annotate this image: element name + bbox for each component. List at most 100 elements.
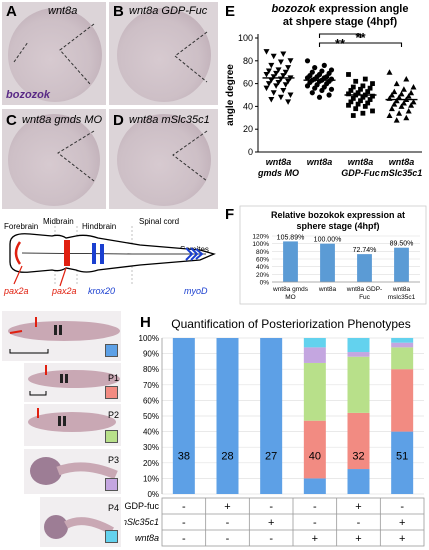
chart-h-condition-value: - xyxy=(313,517,317,529)
chart-f-ytick-label: 100% xyxy=(252,241,269,248)
chart-e-point xyxy=(348,88,354,93)
chart-h-bar-segment xyxy=(391,347,414,370)
chart-e-point xyxy=(277,94,284,101)
chart-e-point xyxy=(360,94,366,100)
chart-e-point xyxy=(275,79,282,86)
chart-f-ytick-label: 0% xyxy=(260,280,270,287)
chart-f-value-label: 89.50% xyxy=(390,241,414,248)
chart-e-point xyxy=(403,76,410,82)
chart-e-point xyxy=(410,98,417,105)
marker-pax2a-2: pax2a xyxy=(51,286,77,296)
chart-e-point xyxy=(386,69,393,75)
chart-e-ytick-label: 20 xyxy=(243,124,253,134)
swatch-p1 xyxy=(105,386,118,399)
angle-lines-a xyxy=(13,23,95,85)
bozozok-stain-label: bozozok xyxy=(6,89,50,101)
panel-b-image xyxy=(109,2,218,105)
larva-p2-image xyxy=(24,404,121,446)
angle-lines-c xyxy=(57,130,95,182)
chart-f-category-label: wnt8a xyxy=(318,286,337,293)
chart-h-ytick-label: 30% xyxy=(143,443,159,452)
chart-h-ytick-label: 40% xyxy=(143,428,159,437)
chart-e-point xyxy=(393,97,400,104)
chart-e-sig-bracket xyxy=(318,33,362,38)
chart-e-point xyxy=(273,83,280,89)
chart-h-bar-segment xyxy=(172,338,195,494)
chart-h-condition-value: - xyxy=(313,501,317,513)
chart-e-point xyxy=(370,108,375,114)
chart-e-point xyxy=(263,71,270,78)
chart-e-point xyxy=(275,67,282,73)
chart-h-condition-label: wnt8a xyxy=(135,533,159,543)
chart-e-category-label: wnt8a xyxy=(389,157,415,167)
chart-h-bar-segment xyxy=(347,338,370,353)
chart-e-point xyxy=(263,49,270,55)
chart-e-point xyxy=(326,92,332,98)
chart-e-point xyxy=(350,113,356,118)
chart-h-condition-value: - xyxy=(182,517,186,529)
chart-e-point xyxy=(396,110,403,116)
chart-h-title: Quantification of Posteriorization Pheno… xyxy=(171,317,410,331)
chart-f-value-label: 100.00% xyxy=(314,237,342,244)
neural-tube-outline xyxy=(9,233,216,273)
chart-h-count-label: 32 xyxy=(352,451,364,463)
chart-e-point xyxy=(304,83,311,89)
chart-h-bar-segment xyxy=(391,342,414,348)
chart-h-ytick-label: 10% xyxy=(143,474,159,483)
chart-e-point xyxy=(282,69,289,76)
chart-e-category-label: GDP-Fuc xyxy=(341,168,380,178)
chart-e-point xyxy=(304,75,311,81)
region-label-forebrain: Forebrain xyxy=(4,222,38,231)
chart-h-condition-value: - xyxy=(226,517,230,529)
chart-e-point xyxy=(319,87,325,94)
chart-e-point xyxy=(360,110,366,116)
chart-e-point xyxy=(270,74,277,80)
marker-pax2a-1: pax2a xyxy=(3,286,29,296)
chart-h-bar-segment xyxy=(303,338,326,348)
chart-e-point xyxy=(263,85,270,92)
panel-a-image xyxy=(2,2,106,105)
chart-h-bar-segment xyxy=(391,338,414,343)
region-label-spinal-cord: Spinal cord xyxy=(139,217,179,226)
chart-e-point xyxy=(353,106,359,112)
chart-e-point xyxy=(312,85,318,91)
chart-h-ytick-label: 100% xyxy=(139,334,159,343)
chart-h-condition-value: - xyxy=(269,501,273,513)
chart-e-ytick-label: 0 xyxy=(248,147,253,157)
chart-e-ytick-label: 80 xyxy=(243,56,253,66)
angle-lines-b xyxy=(174,31,208,83)
chart-e-point xyxy=(277,59,284,65)
chart-h-bar-segment xyxy=(347,412,370,470)
chart-e-point xyxy=(268,77,275,84)
chart-e-category-label: gmds MO xyxy=(257,168,299,178)
chart-e-point xyxy=(367,97,373,102)
chart-h-condition-value: + xyxy=(312,533,318,545)
chart-e-point xyxy=(367,85,373,91)
chart-e-point xyxy=(388,92,395,98)
chart-h-count-label: 27 xyxy=(265,451,277,463)
chart-e-point xyxy=(408,89,415,96)
chart-e-point xyxy=(265,68,272,75)
chart-e-point xyxy=(285,78,292,85)
panel-a-title: wnt8a xyxy=(48,5,78,17)
chart-f-title-line2: sphere stage (4hpf) xyxy=(296,221,379,231)
chart-h-condition-value: - xyxy=(182,533,186,545)
chart-h-bar-segment xyxy=(347,356,370,413)
chart-e-point xyxy=(287,58,294,64)
chart-h-bar-segment xyxy=(303,362,326,421)
chart-e-title: bozozok expression angle xyxy=(272,3,409,15)
chart-e-point xyxy=(346,72,351,77)
chart-e-point xyxy=(346,102,351,108)
panel-b-title: wnt8a GDP-Fuc xyxy=(129,5,208,17)
arrow-forebrain xyxy=(13,265,23,285)
chart-e-point xyxy=(280,87,287,94)
chart-e-point xyxy=(410,84,417,90)
larva-label-p1: P1 xyxy=(108,373,120,383)
chart-e-point xyxy=(370,93,375,99)
chart-e-point xyxy=(405,93,412,99)
chart-f-bar xyxy=(283,241,298,282)
region-label-midbrain: Midbrain xyxy=(43,217,74,226)
brain-diagram: Forebrain Midbrain Hindbrain Spinal cord… xyxy=(3,217,216,296)
panel-d-image xyxy=(109,109,218,209)
